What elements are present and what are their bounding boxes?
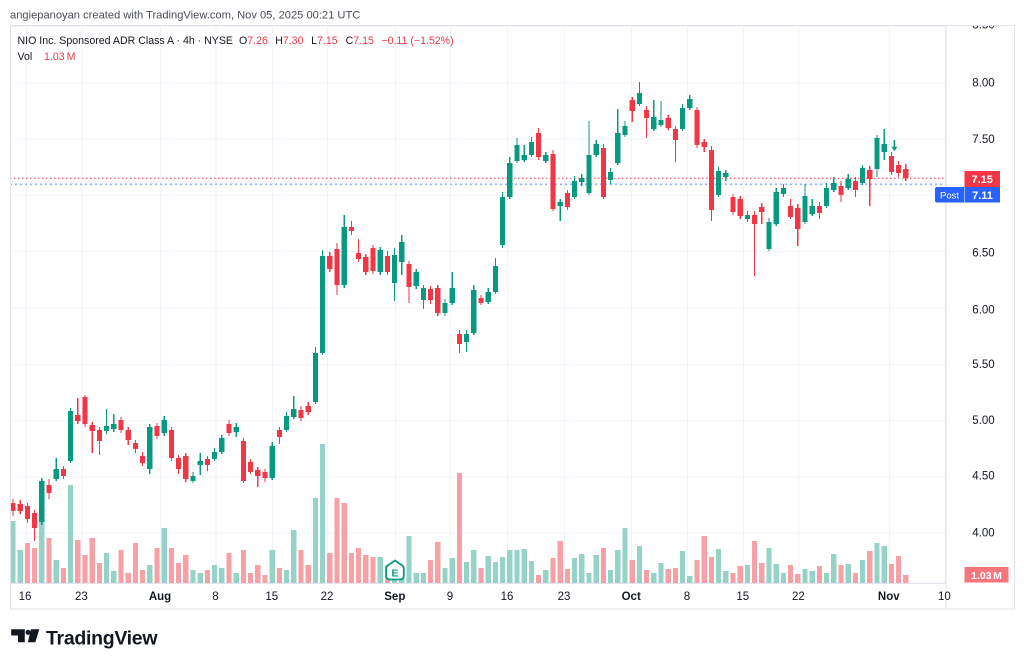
svg-text:8: 8 bbox=[212, 591, 218, 603]
svg-text:5.00: 5.00 bbox=[972, 415, 994, 427]
svg-text:E: E bbox=[391, 568, 398, 580]
svg-text:angiepanoyan created with Trad: angiepanoyan created with TradingView.co… bbox=[10, 10, 360, 22]
svg-text:1.03M: 1.03 M bbox=[971, 570, 1002, 582]
svg-text:Oct: Oct bbox=[622, 591, 641, 603]
svg-text:15: 15 bbox=[736, 591, 749, 603]
svg-text:Post: Post bbox=[940, 190, 959, 201]
svg-text:7.11: 7.11 bbox=[972, 190, 993, 202]
svg-text:TradingView: TradingView bbox=[46, 628, 158, 650]
svg-text:8: 8 bbox=[684, 591, 690, 603]
svg-text:10: 10 bbox=[938, 591, 951, 603]
svg-text:4.00: 4.00 bbox=[972, 528, 994, 540]
svg-text:22: 22 bbox=[792, 591, 805, 603]
svg-text:Nov: Nov bbox=[878, 591, 900, 603]
svg-text:−0.11 (−1.52%): −0.11 (−1.52%) bbox=[381, 35, 453, 47]
svg-text:7.50: 7.50 bbox=[972, 134, 994, 146]
svg-text:H7.30: H7.30 bbox=[275, 35, 303, 47]
svg-text:16: 16 bbox=[19, 591, 32, 603]
svg-text:16: 16 bbox=[501, 591, 514, 603]
svg-text:O7.26: O7.26 bbox=[239, 35, 268, 47]
svg-text:23: 23 bbox=[75, 591, 88, 603]
svg-text:Aug: Aug bbox=[149, 591, 171, 603]
svg-text:6.50: 6.50 bbox=[972, 247, 994, 259]
svg-text:6.00: 6.00 bbox=[972, 304, 994, 316]
svg-text:L7.15: L7.15 bbox=[311, 35, 338, 47]
svg-text:C7.15: C7.15 bbox=[346, 35, 374, 47]
svg-text:NIO Inc. Sponsored ADR Class A: NIO Inc. Sponsored ADR Class A · 4h · NY… bbox=[18, 35, 234, 47]
svg-text:Sep: Sep bbox=[384, 591, 405, 603]
svg-text:Vol: Vol bbox=[18, 51, 33, 63]
svg-text:1.03M: 1.03 M bbox=[44, 51, 75, 63]
svg-text:8.00: 8.00 bbox=[972, 77, 994, 89]
svg-text:23: 23 bbox=[558, 591, 571, 603]
svg-text:15: 15 bbox=[265, 591, 278, 603]
svg-text:7.15: 7.15 bbox=[971, 174, 992, 186]
svg-text:22: 22 bbox=[321, 591, 334, 603]
svg-text:5.50: 5.50 bbox=[972, 359, 994, 371]
svg-text:9: 9 bbox=[447, 591, 453, 603]
svg-text:4.50: 4.50 bbox=[972, 471, 994, 483]
